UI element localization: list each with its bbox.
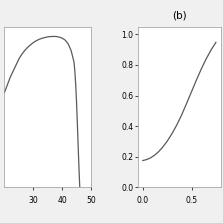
Text: (b): (b)	[172, 10, 187, 20]
